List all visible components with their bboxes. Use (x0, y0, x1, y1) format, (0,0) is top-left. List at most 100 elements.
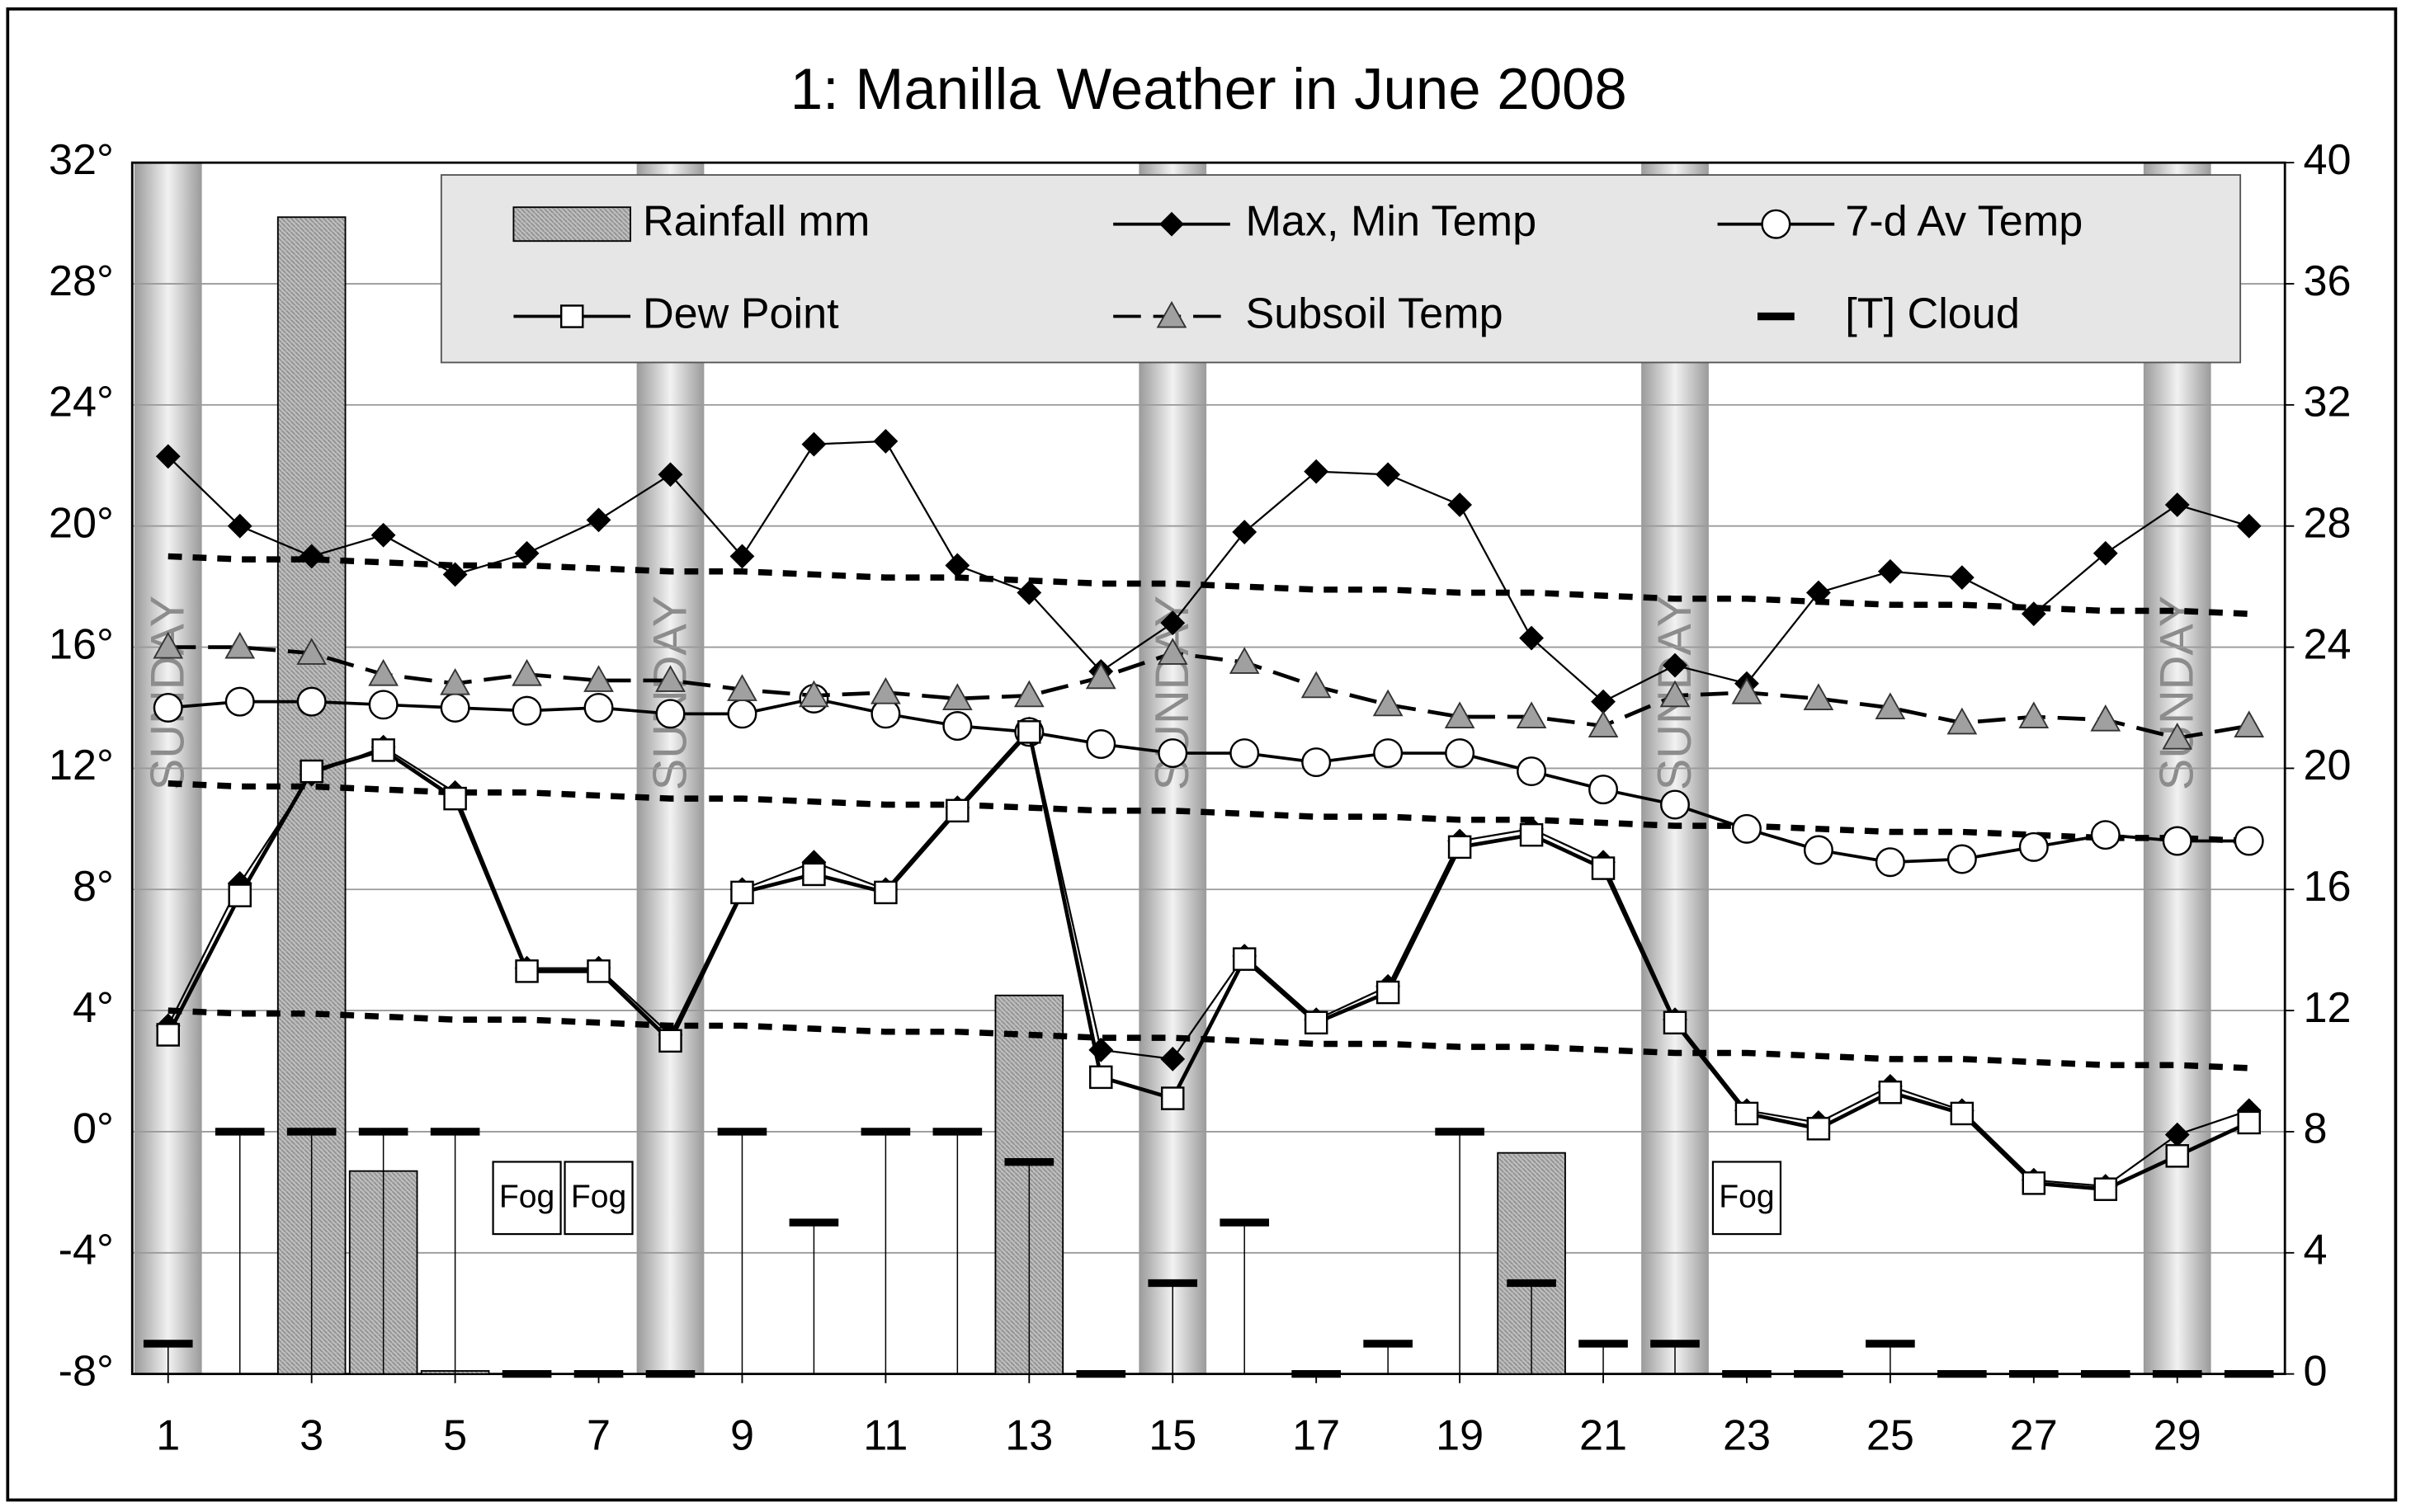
marker (1013, 680, 1045, 708)
marker (1663, 1010, 1687, 1035)
marker (296, 686, 327, 717)
annotation: Fog (1719, 1180, 1774, 1215)
marker (1588, 710, 1619, 737)
y-tick-label: 0° (73, 1105, 114, 1153)
x-tick-label: 1 (156, 1412, 180, 1460)
marker (2018, 831, 2049, 862)
y-tick-label: 8° (73, 863, 114, 911)
y-tick-label: 24° (49, 379, 114, 426)
y-tick-label: 4° (73, 984, 114, 1032)
marker (1878, 1080, 1903, 1105)
marker (1304, 459, 1329, 484)
marker (1156, 300, 1187, 328)
y2-tick-label: 12 (2304, 984, 2352, 1032)
x-tick-label: 29 (2154, 1412, 2201, 1460)
marker (512, 658, 542, 686)
marker (1160, 1046, 1186, 1072)
marker (2162, 826, 2192, 856)
marker (587, 959, 611, 983)
marker (368, 690, 399, 720)
x-tick-label: 11 (863, 1412, 908, 1460)
plot-area (130, 161, 2286, 1376)
marker (2018, 701, 2050, 728)
series-line (167, 1007, 2249, 1072)
marker (1304, 1010, 1328, 1035)
marker (1946, 707, 1978, 735)
marker (1517, 756, 1547, 787)
marker (941, 683, 973, 710)
marker (658, 462, 683, 488)
marker (1232, 947, 1257, 971)
y2-tick-label: 24 (2304, 620, 2352, 668)
marker (370, 522, 396, 548)
marker (1877, 558, 1903, 584)
marker (1591, 856, 1616, 880)
marker (1157, 638, 1188, 665)
x-tick-label: 13 (1005, 1412, 1053, 1460)
marker (1950, 1101, 1975, 1126)
marker (1375, 980, 1400, 1005)
marker (559, 304, 584, 328)
marker (1301, 747, 1332, 778)
y2-tick-label: 20 (2304, 742, 2352, 789)
marker (1017, 580, 1042, 605)
marker (1372, 689, 1404, 717)
marker (1089, 1065, 1113, 1090)
marker (729, 544, 755, 569)
marker (1229, 647, 1260, 674)
y2-tick-label: 16 (2304, 863, 2352, 911)
marker (224, 631, 256, 659)
y-tick-label: 16° (49, 620, 114, 668)
marker (443, 786, 467, 811)
y2-tick-label: 4 (2304, 1227, 2328, 1274)
marker (1158, 738, 1188, 769)
marker (583, 693, 614, 723)
marker (2164, 492, 2190, 517)
marker (156, 1023, 181, 1047)
marker (1300, 671, 1332, 699)
marker (1806, 1117, 1831, 1141)
marker (371, 738, 395, 762)
marker (1949, 565, 1975, 591)
marker (942, 711, 973, 741)
marker (1160, 1086, 1185, 1110)
x-tick-label: 3 (300, 1412, 323, 1460)
marker (2237, 1110, 2261, 1135)
marker (1803, 683, 1834, 710)
y2-tick-label: 8 (2304, 1105, 2328, 1153)
marker (224, 686, 255, 717)
marker (512, 695, 542, 726)
marker (2162, 723, 2193, 750)
marker (2236, 513, 2262, 539)
y-tick-label: 32° (49, 136, 114, 184)
marker (1519, 822, 1544, 847)
sunday-label: SUNDAY (644, 596, 696, 790)
legend-label: 7-d Av Temp (1845, 198, 2083, 246)
marker (299, 544, 324, 569)
marker (2165, 1144, 2190, 1168)
x-tick-label: 5 (443, 1412, 467, 1460)
marker (227, 513, 252, 539)
marker (801, 431, 827, 457)
marker (440, 693, 470, 723)
marker (873, 429, 899, 454)
legend-label: [T] Cloud (1845, 290, 2020, 337)
marker (442, 562, 468, 587)
marker (1232, 520, 1257, 544)
marker (368, 658, 399, 686)
y-tick-label: 12° (49, 742, 114, 789)
y2-tick-label: 36 (2304, 257, 2352, 305)
marker (296, 638, 328, 665)
marker (1229, 738, 1260, 769)
x-tick-label: 17 (1292, 1412, 1340, 1460)
marker (730, 880, 754, 905)
marker (1731, 813, 1762, 844)
x-tick-label: 27 (2010, 1412, 2058, 1460)
marker (1588, 775, 1619, 805)
y-tick-label: 28° (49, 257, 114, 305)
marker (515, 959, 539, 983)
marker (1659, 680, 1691, 708)
marker (1447, 492, 1473, 517)
marker (583, 665, 614, 692)
marker (874, 880, 898, 905)
